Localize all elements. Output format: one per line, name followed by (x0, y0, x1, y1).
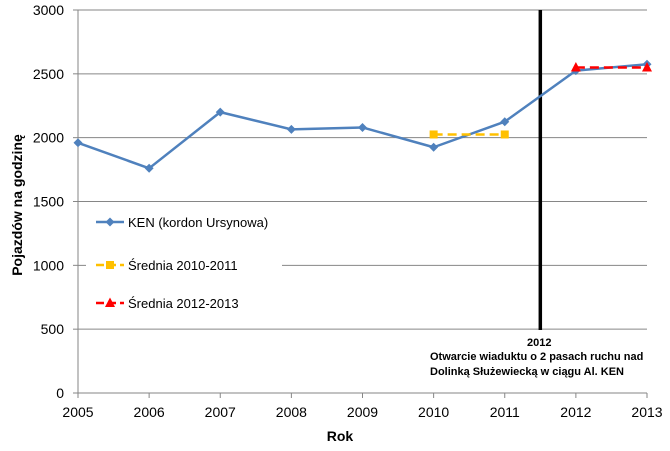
series-group (73, 59, 652, 173)
legend: KEN (kordon Ursynowa) Średnia 2010-2011 Śr… (86, 210, 282, 313)
series-1-point-2005 (73, 138, 83, 148)
series-1-point-2011 (500, 117, 510, 127)
x-tick-label-2007: 2007 (205, 404, 236, 420)
series-3-point-2012 (570, 61, 581, 72)
legend-item-2: Średnia 2010-2011 (86, 253, 282, 275)
series-2-point-2010 (429, 130, 438, 139)
series-1-point-2007 (215, 107, 225, 117)
x-tick-label-2010: 2010 (418, 404, 449, 420)
series-1-line (77, 63, 648, 170)
series-2 (429, 130, 509, 139)
legend-item-bg (86, 253, 282, 275)
y-tick-label-1000: 1000 (33, 257, 64, 273)
annotation: 2012 Otwarcie wiaduktu o 2 pasach ruchu … (430, 337, 643, 378)
series-1-point-2008 (286, 124, 296, 134)
series-2-point-2011 (500, 130, 509, 139)
series-1-point-2009 (358, 122, 367, 132)
series-1-point-2006 (144, 163, 154, 173)
legend-label: Średnia 2010-2011 (128, 258, 238, 273)
annotation-line-3: Dolinką Służewiecką w ciągu Al. KEN (430, 366, 624, 378)
x-tick-label-2012: 2012 (560, 404, 591, 420)
legend-swatch-marker (106, 261, 114, 269)
legend-item-3: Średnia 2012-2013 (86, 291, 282, 313)
y-tick-label-500: 500 (41, 321, 65, 337)
x-tick-label-2009: 2009 (347, 404, 378, 420)
y-tick-label-0: 0 (56, 385, 64, 401)
annotation-year: 2012 (527, 337, 551, 349)
x-tick-label-2005: 2005 (62, 404, 93, 420)
series-3-point-2013 (642, 61, 652, 72)
legend-swatch-marker (105, 297, 115, 307)
legend-item-bg (86, 291, 282, 313)
series-1 (73, 59, 652, 173)
legend-label: KEN (kordon Ursynowa) (128, 215, 268, 230)
series-3 (570, 61, 652, 72)
legend-item-1: KEN (kordon Ursynowa) (86, 210, 282, 232)
y-axis-title: Pojazdów na godzinę (9, 134, 25, 276)
y-tick-label-3000: 3000 (33, 2, 64, 18)
x-tick-label-2011: 2011 (490, 404, 520, 420)
axes: 0 500 1000 1500 2000 2500 3000 2005 2006 2007 2008… (33, 2, 663, 420)
x-tick-label-2008: 2008 (276, 404, 307, 420)
y-tick-label-2500: 2500 (33, 66, 64, 82)
x-axis-title: Rok (327, 428, 354, 444)
legend-label: Średnia 2012-2013 (128, 296, 239, 311)
legend-swatch-marker (105, 217, 115, 227)
grid (78, 9, 647, 330)
series-1-point-2010 (429, 142, 439, 152)
annotation-line-2: Otwarcie wiaduktu o 2 pasach ruchu nad (430, 351, 643, 363)
legend-item-bg (86, 210, 282, 232)
x-tick-label-2013: 2013 (631, 404, 662, 420)
y-tick-label-2000: 2000 (33, 130, 64, 146)
x-tick-label-2006: 2006 (134, 404, 165, 420)
y-tick-label-1500: 1500 (33, 194, 64, 210)
